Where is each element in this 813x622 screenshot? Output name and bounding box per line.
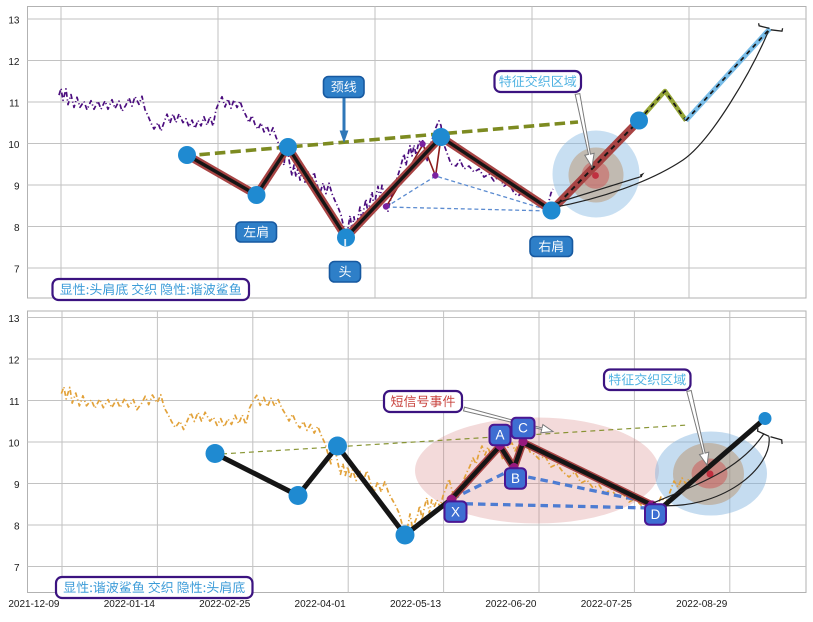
- svg-text:7: 7: [14, 265, 20, 276]
- svg-text:2022-08-29: 2022-08-29: [676, 599, 728, 610]
- svg-text:9: 9: [14, 480, 20, 491]
- svg-text:2022-05-13: 2022-05-13: [390, 599, 442, 610]
- svg-text:D: D: [651, 507, 661, 522]
- svg-text:A: A: [495, 428, 504, 443]
- svg-text:12: 12: [8, 356, 20, 367]
- svg-text:10: 10: [8, 140, 20, 151]
- svg-text:12: 12: [8, 57, 20, 68]
- svg-text:10: 10: [8, 439, 20, 450]
- svg-text:9: 9: [14, 182, 20, 193]
- svg-text:13: 13: [8, 16, 20, 27]
- svg-text:7: 7: [14, 563, 20, 574]
- svg-text:2022-02-25: 2022-02-25: [199, 599, 251, 610]
- svg-text:11: 11: [9, 397, 20, 408]
- svg-text:8: 8: [14, 522, 20, 533]
- svg-text:C: C: [518, 421, 528, 436]
- svg-text:2022-04-01: 2022-04-01: [295, 599, 347, 610]
- svg-text:2022-06-20: 2022-06-20: [485, 599, 537, 610]
- svg-text:2022-01-14: 2022-01-14: [104, 599, 156, 610]
- svg-text:X: X: [451, 504, 460, 519]
- svg-text:B: B: [511, 471, 520, 486]
- svg-text:11: 11: [9, 99, 20, 110]
- svg-text:8: 8: [14, 223, 20, 234]
- svg-text:13: 13: [8, 314, 20, 325]
- svg-text:2022-07-25: 2022-07-25: [581, 599, 633, 610]
- svg-text:2021-12-09: 2021-12-09: [8, 599, 60, 610]
